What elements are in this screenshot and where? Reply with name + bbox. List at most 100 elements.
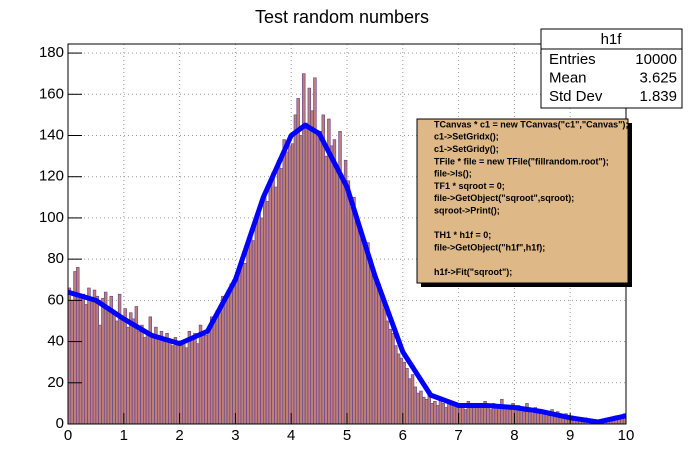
x-tick-label: 10 [618,427,635,444]
bar [391,333,395,425]
bar [360,234,365,425]
bar [416,392,420,425]
y-tick-label: 0 [56,415,64,432]
bar [346,180,351,425]
bar [184,347,189,425]
x-tick-label: 2 [175,427,183,444]
bar [558,417,563,425]
y-tick-label: 160 [39,85,64,102]
bar [290,143,295,425]
bar [109,295,113,425]
bar [293,114,298,425]
bar [374,279,378,425]
bar [151,337,155,425]
bar [254,221,259,425]
bar [433,401,437,425]
stats-label: Entries [549,51,596,68]
y-tick-label: 100 [39,209,64,226]
bar [78,295,83,425]
y-tick-label: 80 [47,250,64,267]
bar [422,396,426,425]
bar [419,390,423,425]
bar [112,312,116,425]
bar [215,310,219,425]
bar [486,405,490,425]
bar [377,283,381,425]
bar [262,192,267,425]
bar [260,217,264,425]
bar [137,330,141,425]
bar [145,330,150,425]
code-line: c1->SetGridx(); [434,132,499,142]
bar [424,398,429,425]
bar [502,407,507,425]
x-tick-label: 1 [120,427,128,444]
bar [438,398,443,425]
bar [472,405,476,425]
bar [525,403,529,425]
x-tick-label: 9 [566,427,574,444]
bar [226,289,231,425]
y-tick-label: 60 [47,291,64,308]
bar [176,343,180,425]
bar [547,415,551,425]
bar [123,308,127,425]
stats-value: 3.625 [639,69,677,86]
x-tick-label: 3 [231,427,239,444]
bar [240,258,245,425]
bar [388,328,392,425]
y-tick-label: 140 [39,126,64,143]
bar [282,139,286,425]
stats-label: Mean [549,69,587,86]
code-line: file->ls(); [434,169,472,179]
bar [494,407,498,425]
bar [441,403,445,425]
bar [243,262,247,425]
bar [251,240,256,425]
bar [522,411,526,425]
bar [316,135,320,425]
bar [329,145,334,425]
bar [380,300,384,425]
bar [274,186,278,425]
bar [198,324,203,425]
bar [129,312,133,425]
bar [363,250,367,425]
bar [410,374,415,425]
bar [182,341,186,425]
bar [98,324,102,425]
bar [81,293,86,425]
bar [343,159,348,425]
code-line: h1f->Fit("sqroot"); [434,267,512,277]
bar [76,267,80,425]
stats-title: h1f [601,31,623,48]
bar [405,368,409,425]
code-line: file->GetObject("sqroot",sqroot); [434,193,574,203]
code-line: TH1 * h1f = 0; [434,230,491,240]
bar [212,320,217,425]
x-tick-label: 5 [343,427,351,444]
bar [371,275,376,425]
code-box [416,118,629,284]
code-line: c1->SetGridy(); [434,144,499,154]
y-tick-label: 120 [39,168,64,185]
bar [229,283,233,425]
bar [156,339,161,425]
fit-line [67,122,627,425]
bar [115,320,119,425]
bar [92,289,97,425]
stats-value: 10000 [635,51,677,68]
stats-value: 1.839 [639,88,677,105]
bar [246,246,250,425]
bar [394,345,398,425]
bar [296,98,300,425]
bar [369,262,373,425]
bar [190,339,194,425]
stats-box [540,28,683,109]
bar [500,398,504,425]
bar [530,413,535,425]
bar [209,316,214,425]
bar [324,155,328,425]
bar [268,180,272,425]
